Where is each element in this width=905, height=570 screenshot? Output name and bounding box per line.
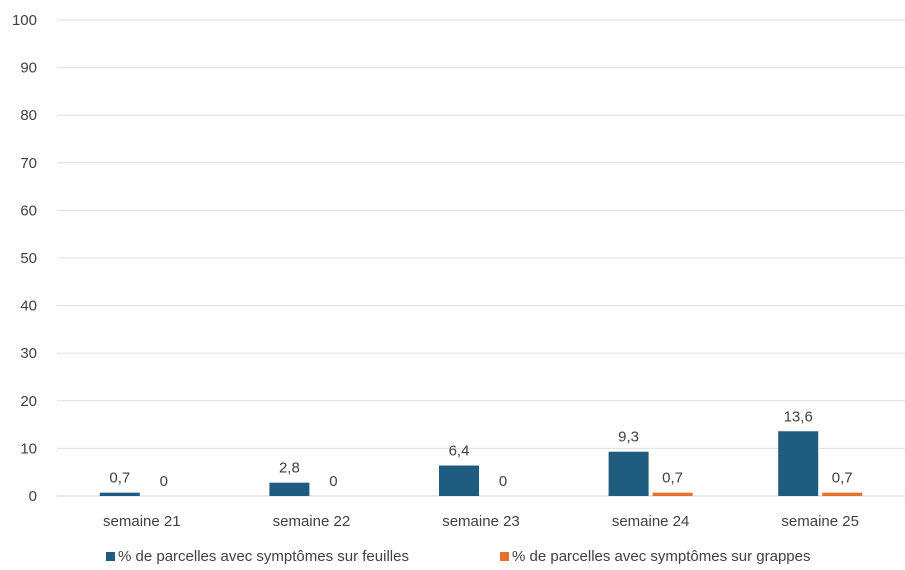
data-label: 0,7	[109, 470, 130, 487]
data-label: 0,7	[662, 470, 683, 487]
bar-feuilles	[778, 431, 819, 496]
legend-label-feuilles: % de parcelles avec symptômes sur feuill…	[118, 548, 409, 565]
gridlines	[57, 19, 905, 497]
y-tick-label: 20	[20, 393, 37, 410]
bar-feuilles	[99, 492, 140, 496]
y-tick-label: 70	[20, 155, 37, 172]
x-tick-label: semaine 21	[103, 513, 181, 530]
data-label: 13,6	[784, 408, 813, 425]
x-axis: semaine 21 semaine 22 semaine 23 semaine 24…	[103, 513, 859, 530]
bar-feuilles	[269, 482, 310, 496]
data-label: 2,8	[279, 460, 300, 477]
y-tick-label: 50	[20, 250, 37, 267]
data-label: 0,7	[832, 470, 853, 487]
x-tick-label: semaine 24	[612, 513, 690, 530]
y-tick-label: 100	[12, 12, 37, 29]
y-tick-label: 60	[20, 202, 37, 219]
x-tick-label: semaine 25	[781, 513, 859, 530]
data-label: 9,3	[618, 429, 639, 446]
x-tick-label: semaine 22	[273, 513, 351, 530]
bar-grappes	[652, 492, 693, 496]
legend: % de parcelles avec symptômes sur feuill…	[0, 548, 905, 568]
legend-item-feuilles: % de parcelles avec symptômes sur feuill…	[106, 548, 409, 565]
y-tick-label: 80	[20, 107, 37, 124]
bar-feuilles	[608, 451, 649, 496]
legend-swatch-grappes	[500, 552, 509, 561]
data-label: 0	[499, 473, 507, 490]
y-tick-label: 90	[20, 60, 37, 77]
legend-swatch-feuilles	[106, 552, 115, 561]
bar-feuilles	[439, 465, 479, 496]
legend-label-grappes: % de parcelles avec symptômes sur grappe…	[512, 548, 811, 565]
data-label: 0	[329, 473, 337, 490]
data-label: 6,4	[449, 443, 470, 460]
legend-item-grappes: % de parcelles avec symptômes sur grappe…	[500, 548, 810, 565]
y-tick-label: 0	[29, 488, 37, 505]
y-tick-label: 40	[20, 298, 37, 315]
bar-grappes	[822, 492, 863, 496]
y-axis: 0 10 20 30 40 50 60 70 80 90 100	[12, 12, 37, 505]
y-tick-label: 30	[20, 345, 37, 362]
x-tick-label: semaine 23	[442, 513, 520, 530]
y-tick-label: 10	[20, 440, 37, 457]
data-label: 0	[160, 473, 168, 490]
bars	[99, 431, 863, 496]
data-labels: 0,7 0 2,8 0 6,4 0 9,3 0,7 13,6 0,7	[109, 408, 852, 490]
